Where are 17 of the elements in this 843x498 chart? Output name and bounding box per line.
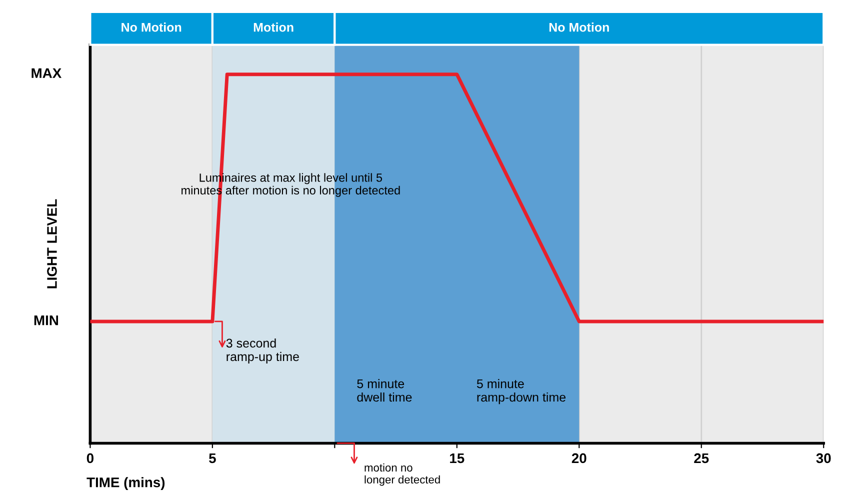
x-tick-label: 25	[694, 453, 709, 464]
annotation: motion no longer detected	[364, 463, 440, 486]
x-tick-label: 30	[816, 453, 831, 464]
text: Motion	[254, 22, 294, 32]
y-axis-title: LIGHT LEVEL	[47, 199, 57, 288]
text: No Motion	[549, 22, 609, 32]
x-axis-title: TIME (mins)	[86, 477, 165, 490]
x-tick-label: 5	[209, 453, 216, 464]
text: MIN	[34, 316, 58, 326]
annotation: 3 second ramp-up time	[226, 338, 299, 364]
x-tick-label: 0	[86, 453, 94, 464]
x-tick-label: 20	[572, 453, 586, 464]
annotation: 5 minute dwell time	[357, 379, 412, 402]
x-tick-label: 15	[450, 453, 464, 464]
text: No Motion	[122, 22, 182, 32]
annotation: 5 minute ramp-down time	[476, 379, 566, 404]
text: MAX	[32, 68, 62, 78]
